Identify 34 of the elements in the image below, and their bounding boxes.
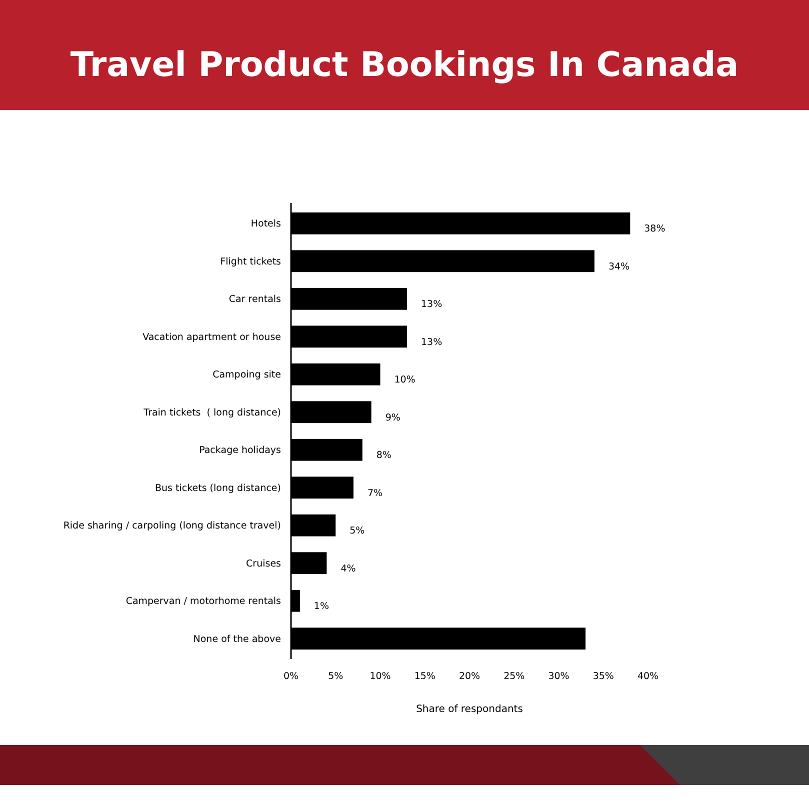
y-tick-label: Ride sharing / carpoling (long distance travel) bbox=[63, 520, 281, 532]
data-label: 4% bbox=[340, 563, 356, 574]
y-tick-label: Flight tickets bbox=[220, 256, 282, 268]
y-tick-label: Bus tickets (long distance) bbox=[155, 482, 281, 494]
x-tick-label: 30% bbox=[548, 671, 570, 682]
y-tick-label: Vacation apartment or house bbox=[142, 332, 282, 343]
y-tick-label: None of the above bbox=[193, 634, 282, 645]
data-label: 13% bbox=[421, 299, 442, 310]
y-tick-label: Package holidays bbox=[199, 445, 282, 456]
x-axis-title: Share of respondants bbox=[416, 704, 523, 715]
x-tick-label: 10% bbox=[370, 671, 391, 682]
y-tick-label: Campoing site bbox=[212, 370, 282, 381]
chart-title: Travel Product Bookings In Canada bbox=[70, 45, 739, 85]
y-tick-label: Cruises bbox=[246, 558, 282, 570]
y-tick-label: Car rentals bbox=[228, 294, 282, 306]
data-label: 1% bbox=[314, 601, 330, 612]
data-label: 13% bbox=[421, 336, 442, 348]
data-label: 9% bbox=[385, 412, 400, 424]
y-tick-label: Campervan / motorhome rentals bbox=[126, 596, 282, 608]
data-label: 8% bbox=[376, 450, 392, 462]
data-label: 38% bbox=[644, 224, 666, 235]
x-tick-label: 40% bbox=[637, 671, 659, 682]
data-label: 34% bbox=[608, 261, 630, 272]
x-tick-label: 20% bbox=[458, 671, 480, 682]
x-tick-label: 35% bbox=[592, 671, 614, 682]
x-tick-label: 0% bbox=[283, 671, 299, 682]
data-label: 10% bbox=[394, 374, 416, 386]
data-label: 7% bbox=[367, 488, 383, 499]
y-tick-label: Train tickets ( long distance) bbox=[142, 407, 281, 418]
x-tick-label: 5% bbox=[328, 671, 344, 682]
y-tick-label: Hotels bbox=[250, 218, 282, 230]
data-label: 5% bbox=[350, 526, 365, 537]
x-tick-label: 15% bbox=[414, 671, 436, 682]
x-tick-label: 25% bbox=[504, 671, 525, 682]
